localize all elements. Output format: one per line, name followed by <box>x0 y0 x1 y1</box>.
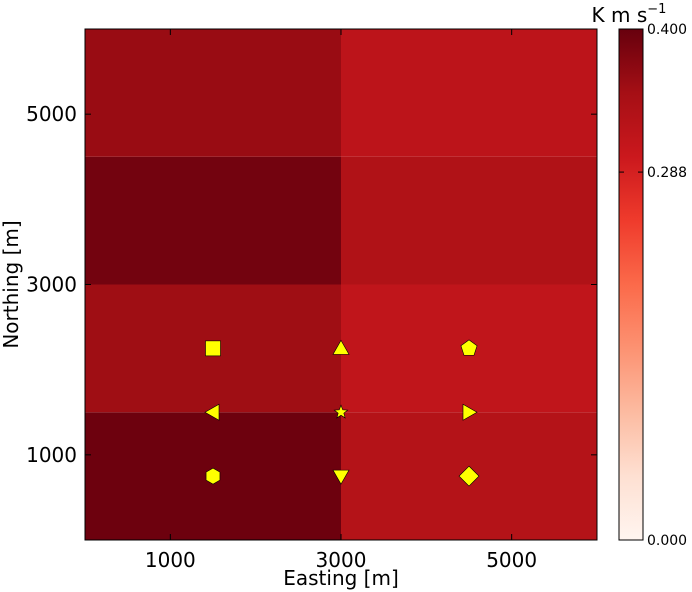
x-axis-title: Easting [m] <box>283 566 399 590</box>
y-axis-title: Northing [m] <box>0 220 23 348</box>
marker-triangle-down <box>332 469 350 485</box>
colorbar-unit-label: K m s−1 <box>592 2 667 27</box>
x-axis: 1000 3000 5000 <box>145 29 537 572</box>
marker-triangle-right <box>462 403 478 421</box>
y-tick-label: 5000 <box>26 102 77 126</box>
colorbar <box>618 28 644 541</box>
x-tick-label: 3000 <box>316 548 367 572</box>
colorbar-unit-exponent: −1 <box>647 2 666 17</box>
marker-square <box>205 340 221 357</box>
y-tick-label: 1000 <box>26 443 77 467</box>
colorbar-tick-label: 0.400 <box>647 22 687 38</box>
marker-triangle-left <box>204 403 220 421</box>
colorbar-tick-label: 0.288 <box>647 165 687 181</box>
heatmap-cells <box>85 29 597 540</box>
heatmap-cell <box>341 156 597 285</box>
y-axis: 1000 3000 5000 <box>26 102 597 467</box>
marker-triangle-up <box>332 339 350 355</box>
marker-hexagon <box>205 467 221 485</box>
heatmap-cell <box>85 156 341 285</box>
marker-pentagon <box>460 339 478 356</box>
marker-layer <box>204 339 480 487</box>
x-tick-label: 5000 <box>486 548 537 572</box>
marker-diamond <box>458 465 480 487</box>
y-tick-label: 3000 <box>26 273 77 297</box>
colorbar-ticks: 0.000 0.288 0.400 <box>619 22 687 549</box>
heatmap-cell <box>341 29 597 157</box>
colorbar-unit-text: K m s <box>592 3 648 27</box>
heatmap-cell <box>85 29 341 157</box>
marker-star <box>333 404 349 419</box>
colorbar-tick-label: 0.000 <box>647 533 687 549</box>
x-tick-label: 1000 <box>145 548 196 572</box>
